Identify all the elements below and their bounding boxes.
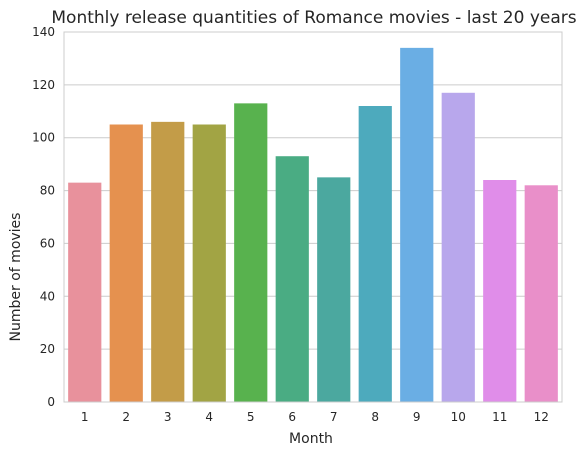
x-tick-label: 12 (534, 410, 549, 424)
y-tick-label: 0 (47, 395, 55, 409)
bar-month-11 (483, 180, 517, 402)
y-axis-label: Number of movies (8, 213, 24, 342)
bar-month-6 (275, 156, 309, 402)
x-tick-label: 10 (451, 410, 466, 424)
y-tick-labels: 0 20 40 60 80 100 120 140 (32, 25, 55, 409)
bars (68, 47, 558, 403)
x-tick-label: 2 (122, 410, 130, 424)
y-tick-label: 20 (40, 342, 55, 356)
x-tick-label: 7 (330, 410, 338, 424)
y-tick-label: 120 (32, 78, 55, 92)
y-tick-label: 140 (32, 25, 55, 39)
bar-month-3 (151, 121, 185, 402)
bar-month-5 (234, 103, 268, 402)
x-tick-label: 5 (247, 410, 255, 424)
x-tick-label: 11 (492, 410, 507, 424)
gridlines (64, 31, 562, 403)
y-tick-label: 80 (40, 184, 55, 198)
x-tick-label: 3 (164, 410, 172, 424)
x-tick-label: 4 (205, 410, 213, 424)
bar-month-8 (358, 106, 392, 402)
bar-month-7 (317, 177, 351, 402)
x-tick-label: 8 (371, 410, 379, 424)
x-axis-label: Month (289, 431, 333, 447)
chart-title: Monthly release quantities of Romance mo… (51, 8, 576, 28)
x-tick-label: 1 (81, 410, 89, 424)
plot-frame (63, 31, 563, 403)
bar-month-2 (109, 124, 143, 402)
y-tick-label: 60 (40, 236, 55, 250)
y-tick-label: 40 (40, 289, 55, 303)
bar-month-9 (400, 47, 434, 402)
x-tick-label: 9 (413, 410, 421, 424)
x-tick-label: 6 (288, 410, 296, 424)
y-tick-label: 100 (32, 131, 55, 145)
bar-month-4 (192, 124, 226, 402)
bar-month-10 (441, 92, 475, 403)
bar-month-12 (524, 185, 558, 402)
bar-month-1 (68, 182, 102, 402)
x-tick-labels: 1 2 3 4 5 6 7 8 9 10 11 12 (81, 410, 549, 424)
